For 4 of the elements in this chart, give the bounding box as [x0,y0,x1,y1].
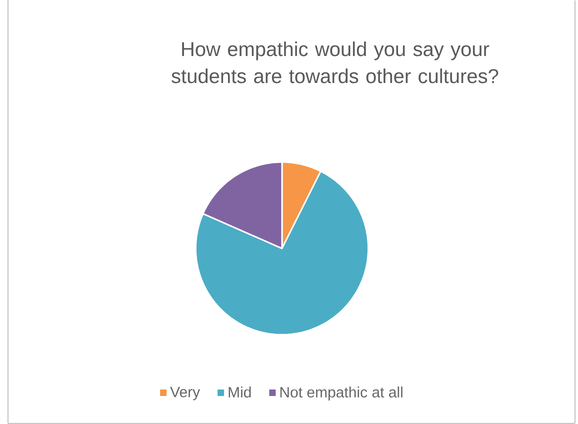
legend-label: Mid [228,386,251,398]
legend-label: Very [170,386,200,400]
legend-label: Not empathic at all [280,386,402,400]
chart-title: How empathic would you say your students are towards other cultures? [172,41,498,84]
